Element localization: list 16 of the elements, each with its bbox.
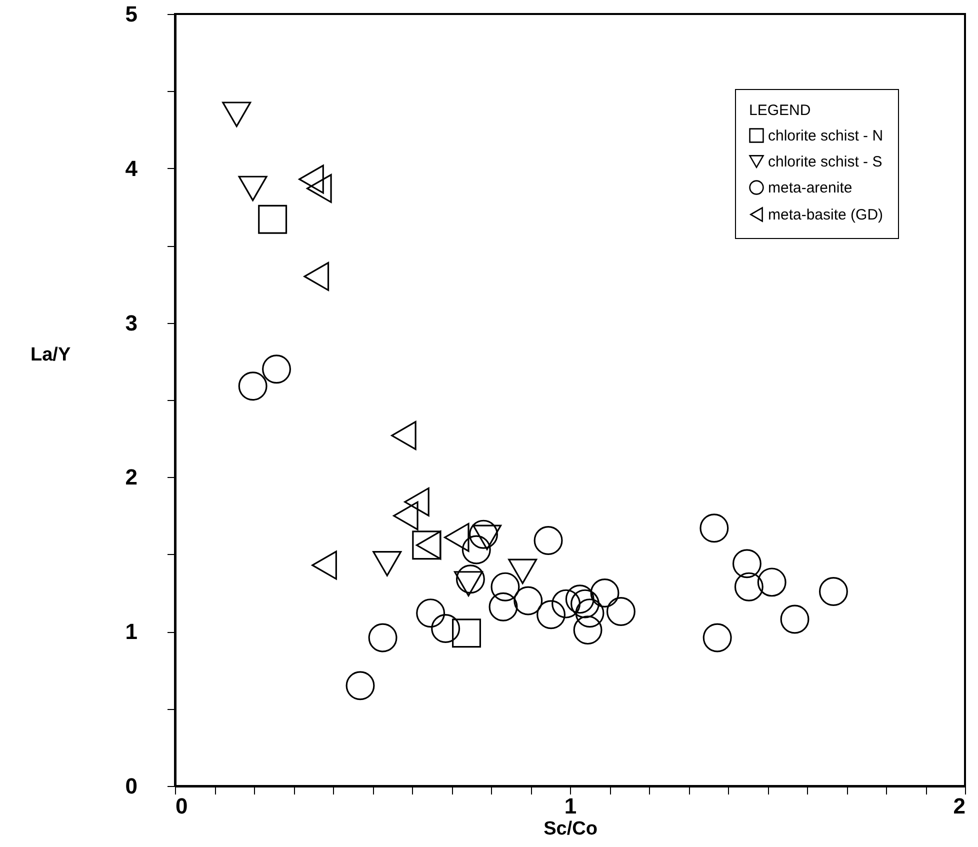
y-tick-label: 3 xyxy=(125,310,138,336)
legend-label: chlorite schist - N xyxy=(768,128,884,144)
y-tick-label: 5 xyxy=(125,2,138,26)
legend-label: meta-basite (GD) xyxy=(768,206,884,224)
y-tick-label: 1 xyxy=(125,619,138,644)
legend-title: LEGEND xyxy=(749,102,811,119)
y-tick-label: 0 xyxy=(125,774,138,798)
x-tick-label: 0 xyxy=(176,794,188,818)
x-tick-label: 1 xyxy=(564,794,577,818)
y-axis-title: La/Y xyxy=(30,344,71,366)
legend-label: meta-arenite xyxy=(768,180,852,196)
y-tick-label: 4 xyxy=(125,156,138,181)
legend-label: chlorite schist - S xyxy=(768,154,882,170)
x-axis-title: Sc/Co xyxy=(544,818,598,840)
x-tick-label: 2 xyxy=(953,794,966,818)
y-tick-label: 2 xyxy=(125,464,138,490)
